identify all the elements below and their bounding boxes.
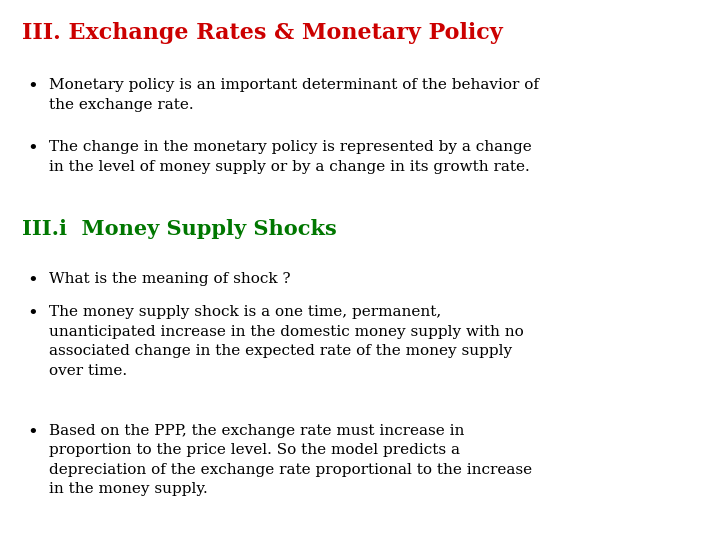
Text: •: • (27, 424, 38, 442)
Text: •: • (27, 305, 38, 323)
Text: Monetary policy is an important determinant of the behavior of
the exchange rate: Monetary policy is an important determin… (49, 78, 539, 112)
Text: What is the meaning of shock ?: What is the meaning of shock ? (49, 272, 291, 286)
Text: •: • (27, 78, 38, 96)
Text: •: • (27, 272, 38, 289)
Text: The change in the monetary policy is represented by a change
in the level of mon: The change in the monetary policy is rep… (49, 140, 531, 174)
Text: III.i  Money Supply Shocks: III.i Money Supply Shocks (22, 219, 336, 239)
Text: •: • (27, 140, 38, 158)
Text: III. Exchange Rates & Monetary Policy: III. Exchange Rates & Monetary Policy (22, 22, 503, 44)
Text: The money supply shock is a one time, permanent,
unanticipated increase in the d: The money supply shock is a one time, pe… (49, 305, 523, 377)
Text: Based on the PPP, the exchange rate must increase in
proportion to the price lev: Based on the PPP, the exchange rate must… (49, 424, 532, 496)
